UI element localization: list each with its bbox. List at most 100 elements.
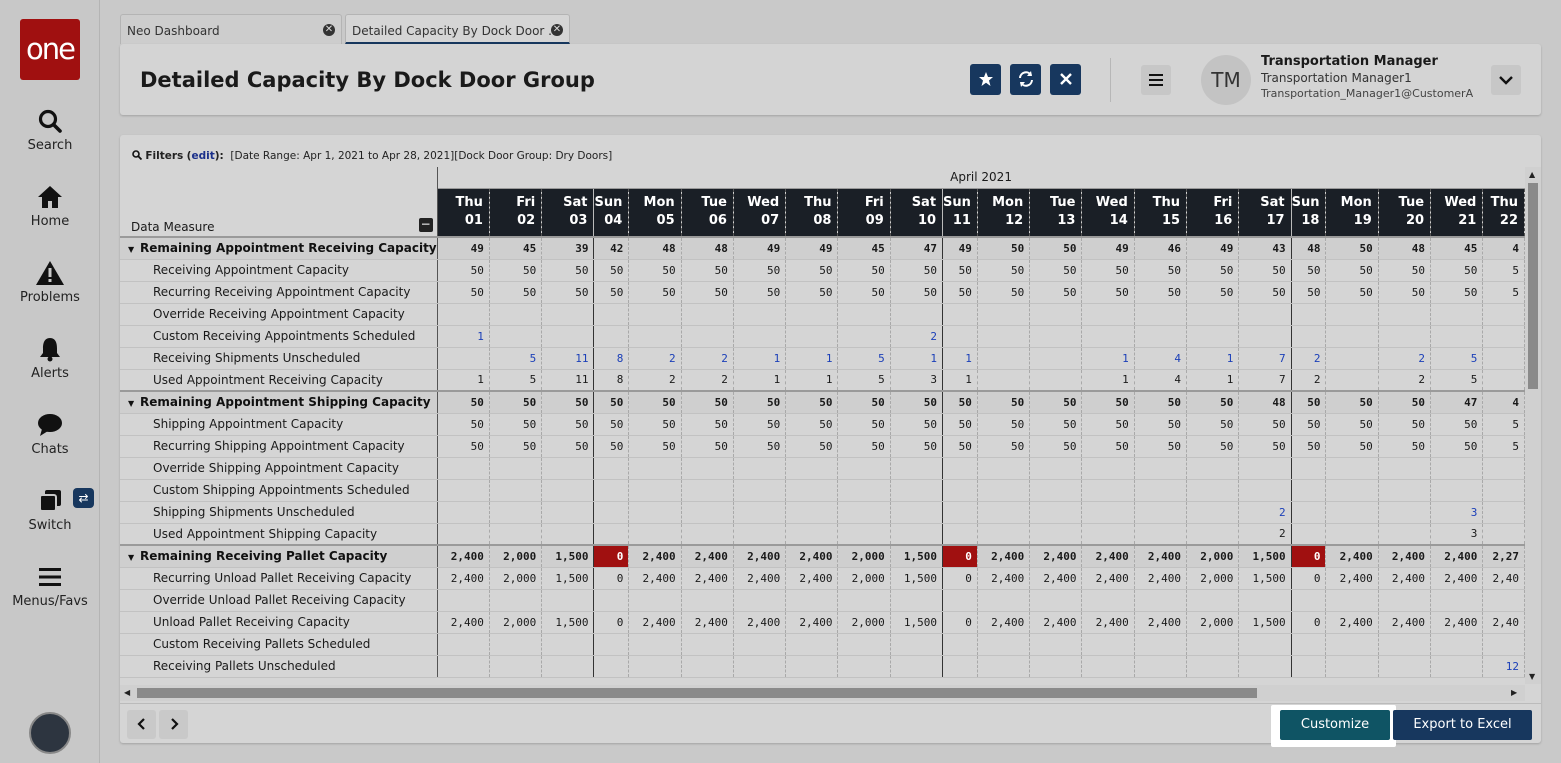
value-cell xyxy=(593,457,630,480)
value-cell[interactable]: 1 xyxy=(733,347,787,370)
value-cell: 50 xyxy=(489,390,543,414)
nav-chats[interactable]: Chats xyxy=(0,412,100,457)
chevron-right-icon xyxy=(170,718,179,730)
user-menu-toggle[interactable] xyxy=(1491,65,1521,95)
value-cell: 2,000 xyxy=(489,611,543,634)
value-cell: 2,400 xyxy=(1081,567,1135,590)
value-cell: 50 xyxy=(942,281,978,304)
page-header: Detailed Capacity By Dock Door Group TM … xyxy=(120,44,1541,115)
day-of-week: Sat xyxy=(563,195,588,211)
value-cell: 39 xyxy=(541,236,595,260)
nav-switch[interactable]: Switch xyxy=(0,488,100,533)
refresh-button[interactable] xyxy=(1010,64,1041,95)
nav-problems[interactable]: Problems xyxy=(0,260,100,305)
value-cell[interactable]: 7 xyxy=(1238,347,1292,370)
value-cell: 50 xyxy=(1134,281,1188,304)
value-cell: 46 xyxy=(1134,236,1188,260)
value-cell[interactable]: 5 xyxy=(489,347,543,370)
app-logo[interactable]: one xyxy=(20,19,80,80)
next-button[interactable] xyxy=(159,710,188,739)
value-cell[interactable]: 1 xyxy=(785,347,839,370)
export-to-excel-button[interactable]: Export to Excel xyxy=(1393,710,1532,740)
value-cell[interactable]: 2 xyxy=(1291,347,1327,370)
value-cell: 50 xyxy=(628,281,682,304)
value-cell xyxy=(1081,589,1135,612)
value-cell: 1 xyxy=(1081,369,1135,392)
user-initials-avatar[interactable]: TM xyxy=(1201,55,1251,105)
close-tab-icon[interactable]: ✕ xyxy=(323,24,335,36)
value-cell[interactable]: 1 xyxy=(1186,347,1240,370)
user-avatar-icon[interactable] xyxy=(29,712,71,754)
hamburger-menu-button[interactable] xyxy=(1141,65,1171,95)
value-cell: 50 xyxy=(890,390,944,414)
vertical-scrollbar[interactable]: ▲ ▼ xyxy=(1525,167,1541,684)
day-number: 18 xyxy=(1301,213,1320,229)
measure-name: Override Receiving Appointment Capacity xyxy=(153,307,405,321)
value-cell[interactable]: 1 xyxy=(1081,347,1135,370)
value-cell[interactable]: 1 xyxy=(437,325,490,348)
value-cell[interactable]: 4 xyxy=(1134,347,1188,370)
value-cell xyxy=(593,589,630,612)
value-cell xyxy=(541,303,595,326)
value-cell xyxy=(1186,655,1240,678)
collapse-all-icon[interactable]: − xyxy=(418,217,433,232)
collapse-caret-icon[interactable]: ▼ xyxy=(128,245,135,255)
value-cell[interactable]: 2 xyxy=(1238,501,1292,524)
value-cell[interactable]: 2 xyxy=(890,325,944,348)
customize-button[interactable]: Customize xyxy=(1280,710,1390,740)
value-cell[interactable]: 5 xyxy=(837,347,891,370)
nav-alerts[interactable]: Alerts xyxy=(0,336,100,381)
value-cell: 50 xyxy=(1325,259,1379,282)
close-tab-icon[interactable]: ✕ xyxy=(551,24,563,36)
horizontal-scroll-thumb[interactable] xyxy=(137,688,1257,698)
switch-arrows-icon[interactable]: ⇄ xyxy=(73,488,94,508)
value-cell: 50 xyxy=(837,435,891,458)
measure-row: Override Shipping Appointment Capacity xyxy=(120,457,1525,480)
measure-label[interactable]: ▼ Remaining Appointment Receiving Capacit… xyxy=(120,236,438,260)
favorite-button[interactable] xyxy=(970,64,1001,95)
capacity-grid[interactable]: Data Measure − April 2021 Thu 01 Fri 02 Sat 0… xyxy=(120,167,1525,684)
value-cell: 50 xyxy=(489,281,543,304)
value-cell xyxy=(890,633,944,656)
value-cell xyxy=(837,589,891,612)
value-cell[interactable]: 1 xyxy=(942,347,978,370)
close-button[interactable] xyxy=(1050,64,1081,95)
collapse-caret-icon[interactable]: ▼ xyxy=(128,399,135,409)
nav-search[interactable]: Search xyxy=(0,108,100,153)
value-cell: 50 xyxy=(593,259,630,282)
value-cell: 2,400 xyxy=(681,567,734,590)
value-cell: 48 xyxy=(628,236,682,260)
measure-label[interactable]: ▼ Remaining Receiving Pallet Capacity xyxy=(120,544,438,568)
vertical-scroll-thumb[interactable] xyxy=(1528,183,1538,389)
value-cell[interactable]: 12 xyxy=(1482,655,1525,678)
day-number: 08 xyxy=(813,213,832,229)
value-cell[interactable]: 2 xyxy=(1378,347,1432,370)
measure-label: Override Receiving Appointment Capacity xyxy=(120,303,438,326)
horizontal-scrollbar[interactable]: ◀ ▶ xyxy=(120,685,1525,701)
measure-label: Used Appointment Shipping Capacity xyxy=(120,523,438,546)
nav-menus-favs[interactable]: Menus/Favs xyxy=(0,564,100,609)
value-cell: 50 xyxy=(489,435,543,458)
measure-label[interactable]: ▼ Remaining Appointment Shipping Capacity xyxy=(120,390,438,414)
value-cell xyxy=(1482,457,1525,480)
collapse-caret-icon[interactable]: ▼ xyxy=(128,553,135,563)
value-cell: 50 xyxy=(890,281,944,304)
value-cell[interactable]: 8 xyxy=(593,347,630,370)
tab-neo-dashboard[interactable]: Neo Dashboard ✕ xyxy=(120,14,342,44)
value-cell[interactable]: 2 xyxy=(681,347,734,370)
value-cell[interactable]: 2 xyxy=(628,347,682,370)
value-cell[interactable]: 1 xyxy=(890,347,944,370)
value-cell xyxy=(1378,457,1432,480)
value-cell xyxy=(1186,479,1240,502)
filters-edit-link[interactable]: edit xyxy=(191,150,215,162)
nav-home[interactable]: Home xyxy=(0,184,100,229)
value-cell[interactable]: 5 xyxy=(1430,347,1484,370)
value-cell: 1,500 xyxy=(541,544,595,568)
value-cell[interactable]: 3 xyxy=(1430,501,1484,524)
previous-button[interactable] xyxy=(127,710,156,739)
value-cell[interactable]: 11 xyxy=(541,347,595,370)
value-cell: 2,000 xyxy=(837,611,891,634)
measure-row: Custom Receiving Appointments Scheduled 1… xyxy=(120,325,1525,348)
value-cell: 50 xyxy=(942,413,978,436)
tab-detailed-capacity[interactable]: Detailed Capacity By Dock Door ... ✕ xyxy=(345,14,570,44)
